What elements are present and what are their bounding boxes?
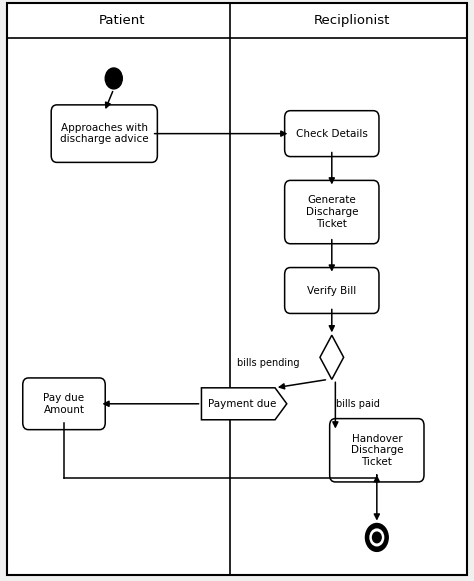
Text: Approaches with
discharge advice: Approaches with discharge advice — [60, 123, 148, 145]
Circle shape — [105, 68, 122, 89]
Text: Pay due
Amount: Pay due Amount — [44, 393, 84, 415]
Text: Generate
Discharge
Ticket: Generate Discharge Ticket — [306, 195, 358, 229]
FancyBboxPatch shape — [284, 181, 379, 244]
Polygon shape — [201, 388, 287, 419]
Text: Patient: Patient — [99, 14, 146, 27]
FancyBboxPatch shape — [284, 268, 379, 314]
Text: Check Details: Check Details — [296, 128, 368, 139]
FancyBboxPatch shape — [23, 378, 105, 430]
Circle shape — [373, 532, 381, 543]
Text: Handover
Discharge
Ticket: Handover Discharge Ticket — [351, 433, 403, 467]
FancyBboxPatch shape — [284, 111, 379, 157]
FancyBboxPatch shape — [330, 419, 424, 482]
Polygon shape — [320, 335, 344, 379]
Text: bills pending: bills pending — [237, 358, 299, 368]
Text: bills paid: bills paid — [336, 399, 380, 409]
Circle shape — [370, 529, 383, 546]
FancyBboxPatch shape — [51, 105, 157, 163]
Circle shape — [365, 523, 388, 551]
Text: Payment due: Payment due — [208, 399, 276, 409]
Text: Reciplionist: Reciplionist — [314, 14, 390, 27]
Text: Verify Bill: Verify Bill — [307, 285, 356, 296]
